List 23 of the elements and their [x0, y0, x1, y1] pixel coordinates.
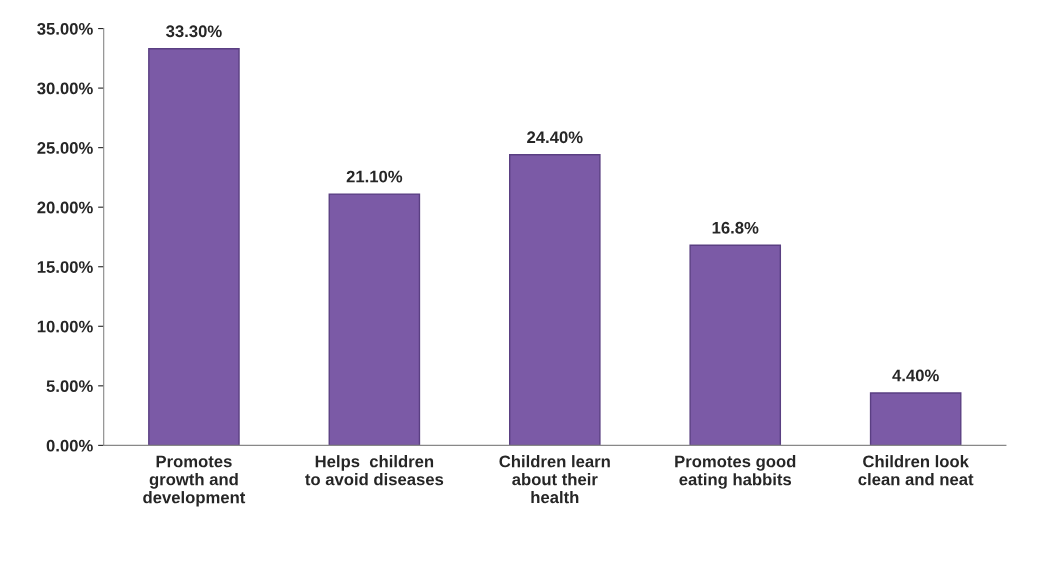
data-label: 33.30% — [166, 25, 222, 38]
data-label: 16.8% — [712, 221, 759, 234]
x-tick-label: Children learn about their health — [499, 455, 610, 504]
y-tick-label: 35.00% — [37, 22, 93, 35]
x-tick-label: Children look clean and neat — [858, 455, 974, 486]
y-tick-label: 20.00% — [37, 201, 93, 214]
y-tick-label: 0.00% — [46, 439, 93, 452]
x-tick-label: Promotes good eating habbits — [675, 455, 796, 489]
bar — [689, 244, 782, 446]
bar — [508, 154, 601, 446]
x-tick-label: Promotes growth and development — [143, 455, 246, 507]
y-tick-label: 25.00% — [37, 142, 93, 154]
bar — [148, 48, 240, 446]
y-tick-label: 15.00% — [37, 261, 93, 273]
x-tick-label: Helps children to avoid diseases — [305, 455, 444, 486]
data-label: 24.40% — [527, 131, 583, 144]
y-tick-label: 30.00% — [37, 82, 93, 95]
bar — [869, 392, 962, 446]
data-label: 4.40% — [892, 369, 939, 382]
data-label: 21.10% — [346, 170, 403, 183]
y-tick-label: 5.00% — [46, 380, 93, 393]
y-tick-label: 10.00% — [37, 320, 93, 333]
bar — [328, 193, 421, 446]
